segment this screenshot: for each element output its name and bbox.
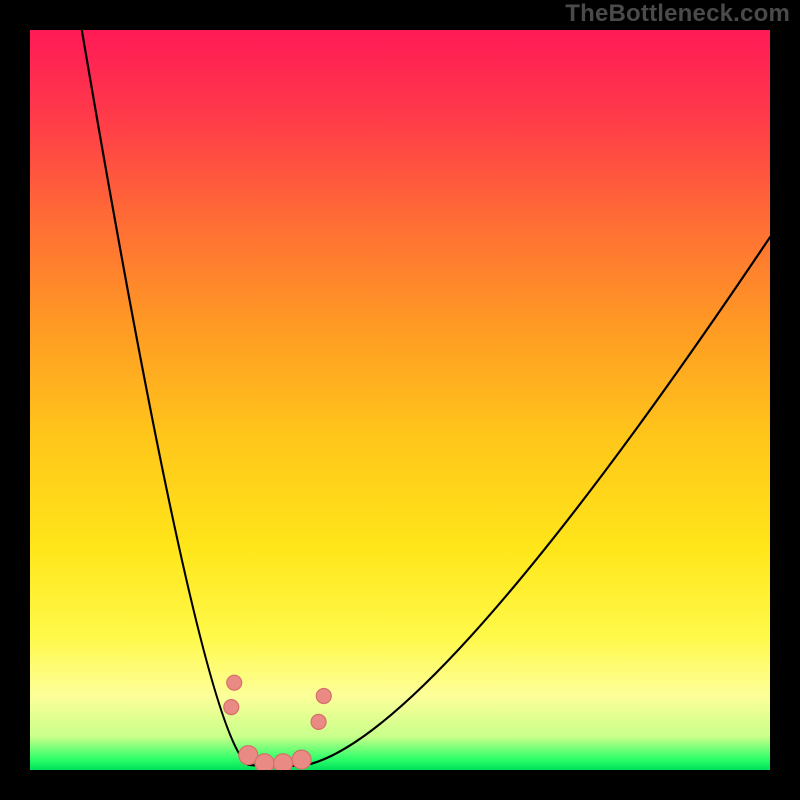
- plot-background: [30, 30, 770, 770]
- watermark-text: TheBottleneck.com: [565, 0, 790, 28]
- bottleneck-chart-svg: [0, 0, 800, 800]
- curve-marker: [274, 754, 293, 773]
- curve-marker: [316, 689, 331, 704]
- curve-marker: [227, 675, 242, 690]
- curve-marker: [292, 750, 311, 769]
- curve-marker: [255, 754, 274, 773]
- curve-marker: [311, 714, 326, 729]
- curve-marker: [224, 700, 239, 715]
- chart-frame: TheBottleneck.com: [0, 0, 800, 800]
